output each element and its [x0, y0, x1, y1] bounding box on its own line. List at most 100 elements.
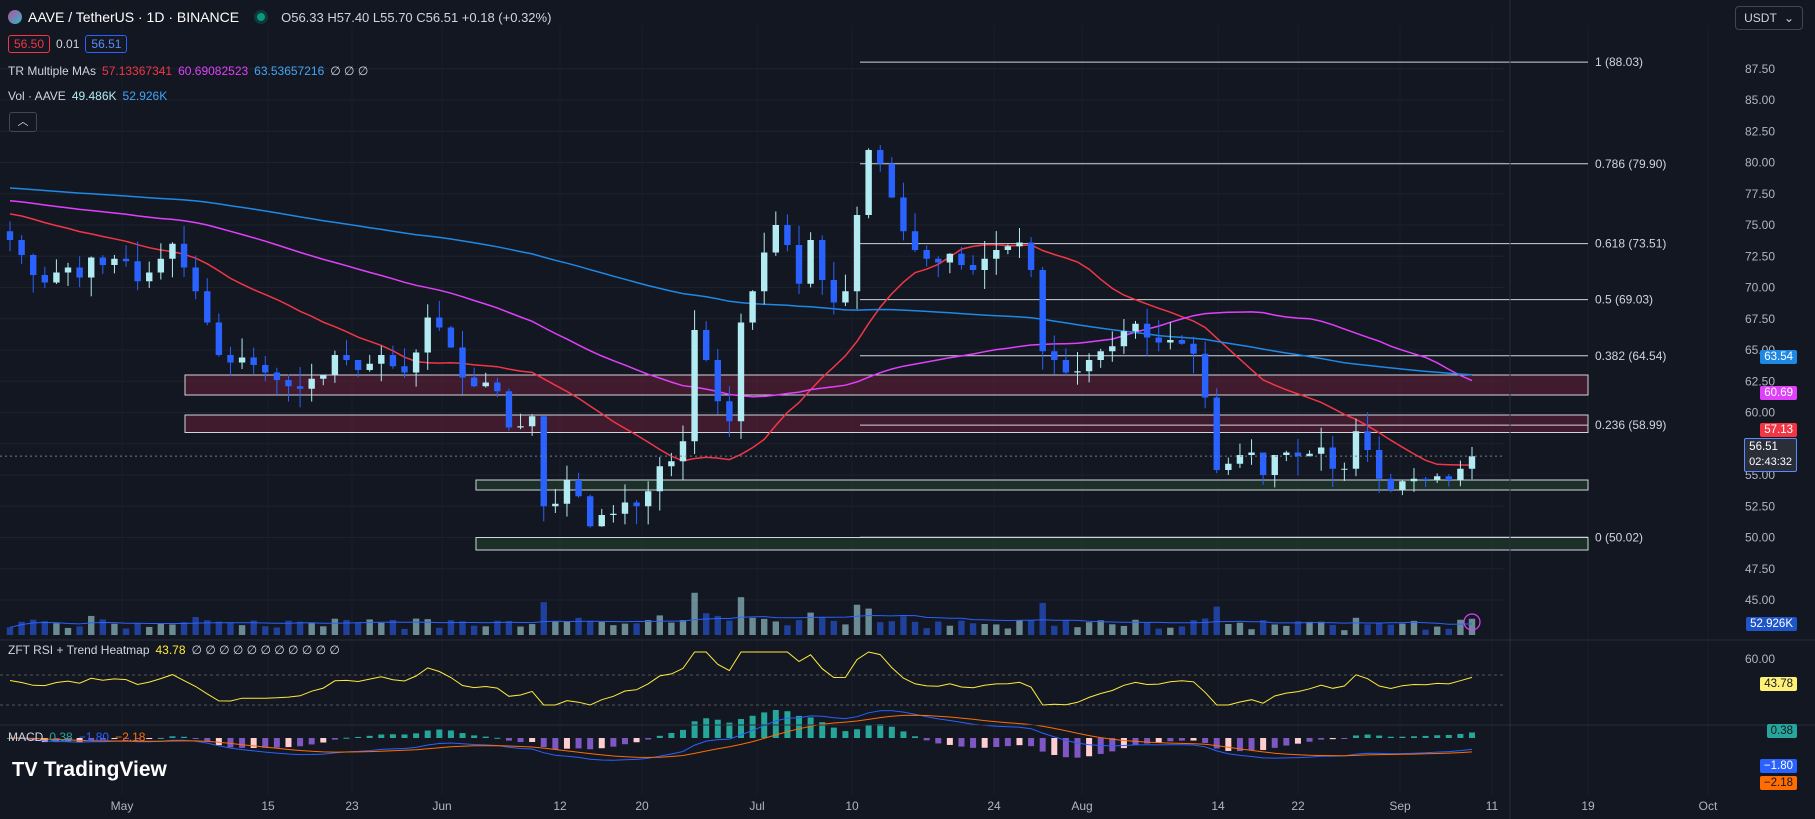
candle-body — [819, 240, 826, 280]
macd-signal-line — [9, 714, 1473, 758]
bid-button[interactable]: 56.50 — [8, 35, 51, 53]
candle-body — [1259, 452, 1267, 475]
candle-body — [888, 163, 896, 198]
candle-body — [227, 355, 234, 363]
macd-histogram-bar — [1248, 738, 1255, 751]
volume-bar — [1271, 624, 1278, 635]
candle-body — [412, 352, 420, 373]
symbol-header: AAVE / TetherUS · 1D · BINANCE O56.33 H5… — [8, 9, 551, 25]
y-tick-label: 70.00 — [1745, 281, 1775, 295]
alert-icon[interactable] — [1463, 613, 1481, 631]
candle-body — [633, 502, 640, 507]
chart-grid — [0, 25, 1709, 795]
volume-bar — [1283, 625, 1290, 635]
candle-body — [215, 322, 223, 355]
macd-histogram-bar — [157, 737, 164, 739]
volume-bar — [935, 621, 942, 635]
macd-histogram-bar — [621, 738, 628, 745]
macd-histogram-bar — [1236, 738, 1243, 752]
collapse-legend-button[interactable]: ︿ — [9, 112, 37, 132]
volume-bar — [262, 626, 269, 635]
ask-button[interactable]: 56.51 — [85, 35, 128, 53]
macd-histogram-bar — [204, 738, 211, 742]
macd-histogram-bar — [726, 722, 733, 738]
macd-histogram-bar — [958, 738, 965, 747]
volume-bar — [1445, 628, 1452, 635]
macd-indicator-name: MACD — [8, 730, 44, 744]
x-tick-label: 10 — [845, 799, 859, 813]
candle-body — [354, 360, 362, 370]
macd-histogram-bar — [389, 734, 396, 738]
last-price-tag: 56.51 02:43:32 — [1744, 438, 1797, 472]
volume-bar — [99, 619, 107, 635]
symbol-title[interactable]: AAVE / TetherUS · 1D · BINANCE — [28, 9, 240, 25]
candle-body — [737, 322, 745, 422]
volume-bar — [1364, 624, 1371, 635]
volume-bar — [1143, 622, 1151, 635]
y-tick-label: 80.00 — [1745, 156, 1775, 170]
candle-body — [88, 257, 95, 278]
volume-bars — [6, 592, 1476, 635]
candle-body — [180, 243, 188, 268]
rsi-legend[interactable]: ZFT RSI + Trend Heatmap 43.78 ∅ ∅ ∅ ∅ ∅ … — [8, 643, 340, 657]
x-tick-label: 19 — [1581, 799, 1595, 813]
macd-histogram-bar — [1294, 738, 1301, 744]
candle-body — [1433, 476, 1441, 480]
volume-bar — [146, 626, 153, 635]
candle-body — [1225, 463, 1232, 470]
macd-histogram-bar — [53, 738, 60, 743]
volume-bar — [749, 617, 756, 635]
macd-histogram-bar — [215, 738, 222, 746]
volume-bar — [621, 623, 629, 635]
x-tick-label: Aug — [1071, 799, 1092, 813]
volume-bar — [877, 622, 884, 635]
volume-bar — [969, 623, 977, 635]
volume-value-1: 49.486K — [71, 89, 117, 103]
volume-bar — [540, 602, 547, 635]
macd-histogram-bar — [1051, 738, 1058, 755]
macd-histogram-bar — [587, 738, 594, 750]
ma-legend[interactable]: TR Multiple MAs 57.13367341 60.69082523 … — [8, 64, 368, 78]
macd-histogram-bar — [900, 731, 907, 738]
volume-bar — [726, 620, 733, 635]
x-tick-label: May — [111, 799, 134, 813]
bid-ask-row: 56.50 0.01 56.51 — [8, 35, 128, 53]
volume-bar — [1201, 618, 1209, 635]
candle-body — [853, 215, 861, 292]
volume-bar — [1259, 620, 1267, 635]
volume-bar — [552, 621, 559, 635]
candle-body — [99, 257, 107, 265]
macd-histogram-bar — [563, 738, 570, 749]
macd-histogram-bar — [1062, 738, 1069, 758]
candle-body — [1097, 351, 1104, 360]
candle-body — [1201, 353, 1209, 398]
macd-histogram-bar — [146, 738, 153, 739]
macd-histogram-bar — [598, 738, 605, 749]
price-axis: 45.0047.5050.0052.5055.0057.5060.0062.50… — [1509, 0, 1775, 819]
volume-legend[interactable]: Vol · AAVE 49.486K 52.926K — [8, 89, 167, 103]
macd-hist-tag: 0.38 — [1766, 724, 1797, 738]
market-status-icon — [257, 13, 266, 21]
volume-bar — [1236, 622, 1244, 635]
candle-body — [30, 255, 37, 275]
tradingview-logo[interactable]: TV TradingView — [12, 758, 167, 782]
candle-body — [1422, 478, 1429, 480]
macd-histogram-bar — [981, 738, 988, 748]
macd-histogram-bar — [772, 709, 779, 738]
volume-bar — [830, 620, 838, 635]
candle-body — [378, 355, 385, 364]
currency-select[interactable]: USDT ⌄ — [1735, 6, 1803, 30]
volume-bar — [1016, 620, 1023, 635]
volume-bar — [494, 620, 501, 635]
volume-value-2: 52.926K — [122, 89, 168, 103]
candle-body — [1027, 242, 1035, 270]
volume-bar — [389, 620, 397, 635]
macd-histogram-bar — [459, 733, 466, 738]
chart-decorations — [0, 455, 1815, 726]
fib-label: 0.236 (58.99) — [1595, 418, 1666, 432]
macd-legend[interactable]: MACD 0.38 −1.80 −2.18 — [8, 730, 145, 744]
volume-bar — [923, 628, 930, 635]
macd-histogram-bar — [447, 730, 454, 738]
fib-label: 0.5 (69.03) — [1595, 293, 1653, 307]
